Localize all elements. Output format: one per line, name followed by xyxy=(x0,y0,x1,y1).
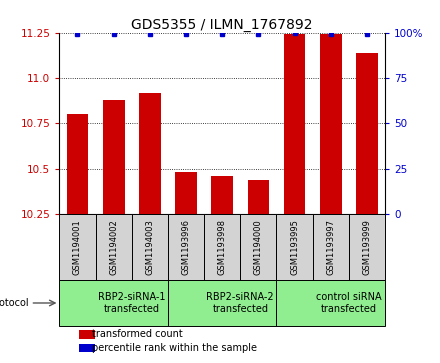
Bar xyxy=(313,214,349,280)
Bar xyxy=(66,114,88,214)
Bar xyxy=(240,214,276,280)
Text: GSM1194003: GSM1194003 xyxy=(145,219,154,275)
Bar xyxy=(248,180,269,214)
Text: GSM1193999: GSM1193999 xyxy=(363,219,371,275)
Text: GSM1194001: GSM1194001 xyxy=(73,219,82,275)
Bar xyxy=(168,214,204,280)
Text: GSM1194000: GSM1194000 xyxy=(254,219,263,275)
Bar xyxy=(175,172,197,214)
Bar xyxy=(349,214,385,280)
Bar xyxy=(284,34,305,214)
Bar xyxy=(79,344,95,352)
Bar xyxy=(79,330,95,339)
Text: RBP2-siRNA-1
transfected: RBP2-siRNA-1 transfected xyxy=(98,292,165,314)
Text: GSM1193998: GSM1193998 xyxy=(218,219,227,275)
Text: transformed count: transformed count xyxy=(92,329,183,339)
Bar xyxy=(59,214,95,280)
Bar xyxy=(211,176,233,214)
Title: GDS5355 / ILMN_1767892: GDS5355 / ILMN_1767892 xyxy=(132,18,313,32)
Bar xyxy=(139,93,161,214)
Bar xyxy=(204,214,240,280)
Text: GSM1193996: GSM1193996 xyxy=(182,219,191,275)
Bar xyxy=(132,214,168,280)
Bar xyxy=(356,53,378,214)
Text: protocol: protocol xyxy=(0,298,29,308)
Bar xyxy=(276,280,385,326)
Text: percentile rank within the sample: percentile rank within the sample xyxy=(92,343,257,353)
Bar xyxy=(95,214,132,280)
Bar xyxy=(59,280,168,326)
Text: GSM1193995: GSM1193995 xyxy=(290,219,299,275)
Text: control siRNA
transfected: control siRNA transfected xyxy=(316,292,381,314)
Text: GSM1193997: GSM1193997 xyxy=(326,219,335,275)
Bar xyxy=(168,280,276,326)
Bar xyxy=(276,214,313,280)
Text: GSM1194002: GSM1194002 xyxy=(109,219,118,275)
Bar xyxy=(320,34,341,214)
Text: RBP2-siRNA-2
transfected: RBP2-siRNA-2 transfected xyxy=(206,292,274,314)
Bar xyxy=(103,100,125,214)
